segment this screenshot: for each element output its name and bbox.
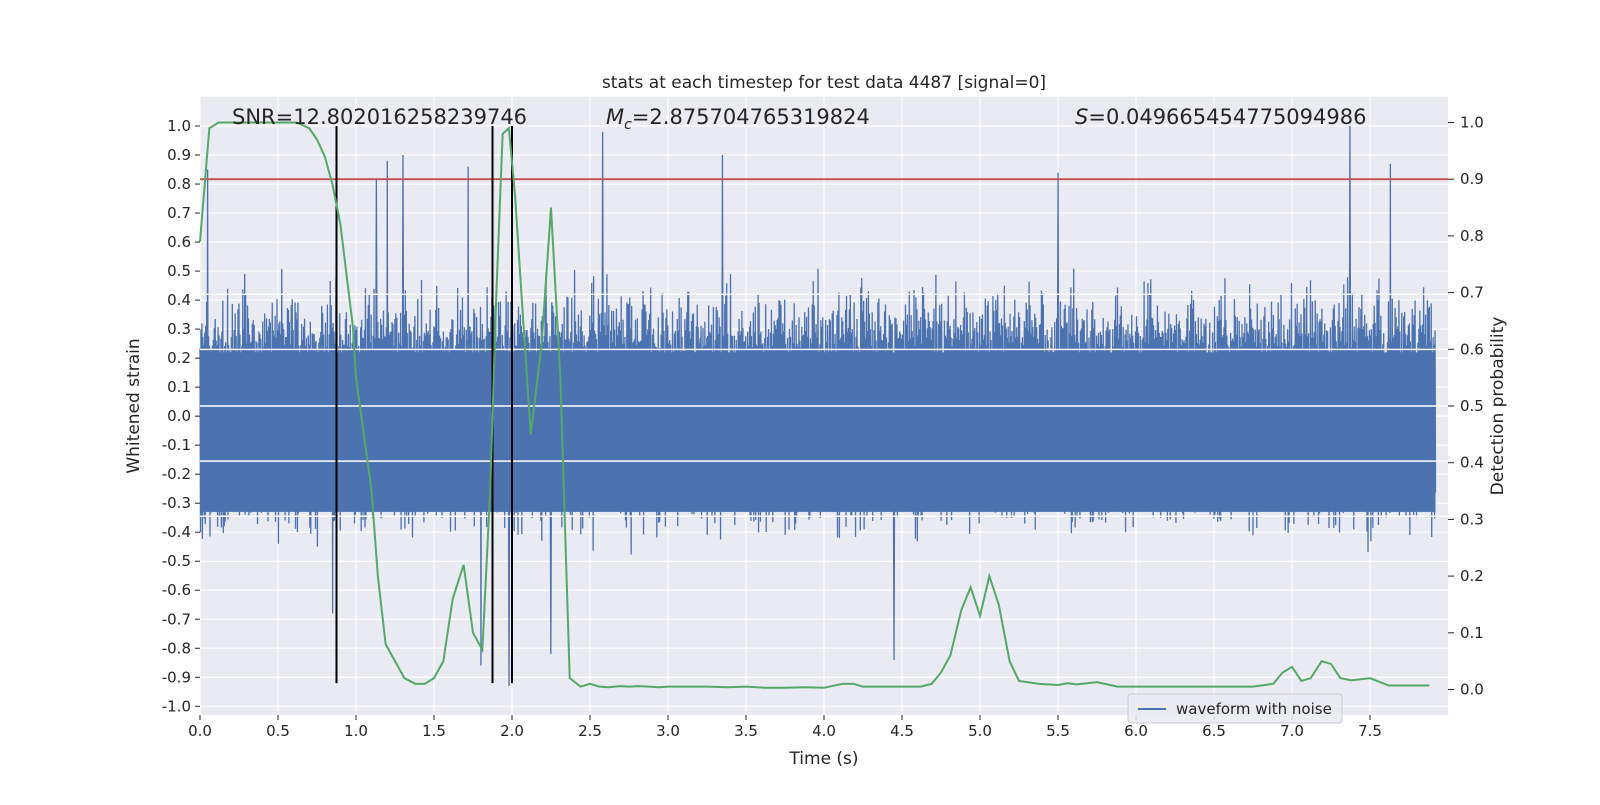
y-left-tick-label: -0.3 xyxy=(162,494,191,512)
y-left-tick-label: 0.0 xyxy=(167,407,191,425)
waveform-series xyxy=(199,126,1448,686)
overlay-lines xyxy=(199,121,1448,689)
x-tick-label: 7.0 xyxy=(1280,722,1304,740)
chirp-mass-annotation: Mc=2.875704765319824 xyxy=(606,105,870,133)
legend-box xyxy=(1127,693,1343,724)
s-value: =0.049665454775094986 xyxy=(1088,105,1366,129)
chirp-mass-value: =2.875704765319824 xyxy=(632,105,870,129)
y-right-tick-label: 1.0 xyxy=(1460,114,1484,132)
y-left-tick-label: -0.1 xyxy=(162,436,191,454)
legend: waveform with noise xyxy=(1127,693,1343,724)
y-left-tick-label: 0.7 xyxy=(167,204,191,222)
x-tick-label: 4.0 xyxy=(812,722,836,740)
x-tick-label: 0.5 xyxy=(266,722,290,740)
y-right-tick-label: 0.0 xyxy=(1460,680,1484,698)
legend-label: waveform with noise xyxy=(1176,700,1332,718)
y-left-tick-label: -0.5 xyxy=(162,552,191,570)
y-right-tick-label: 0.8 xyxy=(1460,227,1484,245)
x-tick-label: 1.5 xyxy=(422,722,446,740)
y-left-tick-label: 0.2 xyxy=(167,349,191,367)
x-tick-label: 7.5 xyxy=(1358,722,1382,740)
snr-annotation: SNR=12.802016258239746 xyxy=(232,105,527,129)
y-right-tick-label: 0.5 xyxy=(1460,397,1484,415)
y-left-tick-label: 0.9 xyxy=(167,146,191,164)
y-right-tick-label: 0.1 xyxy=(1460,624,1484,642)
x-tick-label: 6.0 xyxy=(1124,722,1148,740)
y-left-tick-label: 0.3 xyxy=(167,320,191,338)
probability-line xyxy=(199,121,1430,689)
y-left-tick-label: -0.2 xyxy=(162,465,191,483)
y-axis-left-label: Whitened strain xyxy=(124,338,144,473)
x-tick-label: 3.5 xyxy=(734,722,758,740)
y-right-tick-label: 0.3 xyxy=(1460,510,1484,528)
y-left-tick-label: -0.6 xyxy=(162,581,191,599)
x-tick-label: 6.5 xyxy=(1202,722,1226,740)
y-right-tick-label: 0.7 xyxy=(1460,284,1484,302)
x-tick-label: 2.0 xyxy=(500,722,524,740)
y-axis-right-label: Detection probability xyxy=(1488,317,1508,496)
x-tick-label: 5.5 xyxy=(1046,722,1070,740)
y-left-tick-label: -0.8 xyxy=(162,639,191,657)
y-left-tick-label: -0.4 xyxy=(162,523,191,541)
axes: 0.0 0.5 1.0 1.5 2.0 2.5 3.0 3.5 4.0 4.5 5.0 5.5 6.0 6… xyxy=(162,114,1484,740)
waveform-core xyxy=(200,352,1436,512)
y-left-tick-label: 1.0 xyxy=(167,117,191,135)
x-tick-label: 2.5 xyxy=(578,722,602,740)
y-left-tick-label: -0.9 xyxy=(162,668,191,686)
y-left-tick-label: 0.6 xyxy=(167,233,191,251)
x-tick-label: 3.0 xyxy=(656,722,680,740)
x-tick-label: 0.0 xyxy=(188,722,212,740)
y-left-tick-label: -0.7 xyxy=(162,610,191,628)
x-tick-label: 5.0 xyxy=(968,722,992,740)
s-annotation: S=0.049665454775094986 xyxy=(1075,105,1366,129)
x-tick-label: 4.5 xyxy=(890,722,914,740)
chirp-mass-symbol: M xyxy=(606,105,624,129)
y-left-tick-label: 0.8 xyxy=(167,175,191,193)
y-right-tick-label: 0.2 xyxy=(1460,567,1484,585)
y-left-tick-label: 0.4 xyxy=(167,291,191,309)
chart-title: stats at each timestep for test data 448… xyxy=(602,73,1046,93)
y-left-tick-label: 0.5 xyxy=(167,262,191,280)
y-right-tick-label: 0.9 xyxy=(1460,170,1484,188)
y-right-tick-label: 0.4 xyxy=(1460,454,1484,472)
chirp-mass-subscript: c xyxy=(624,117,632,133)
y-right-tick-label: 0.6 xyxy=(1460,340,1484,358)
y-left-tick-label: 0.1 xyxy=(167,378,191,396)
x-axis-label: Time (s) xyxy=(788,749,858,769)
x-tick-label: 1.0 xyxy=(344,722,368,740)
s-symbol: S xyxy=(1075,105,1088,129)
y-left-tick-label: -1.0 xyxy=(162,697,191,715)
